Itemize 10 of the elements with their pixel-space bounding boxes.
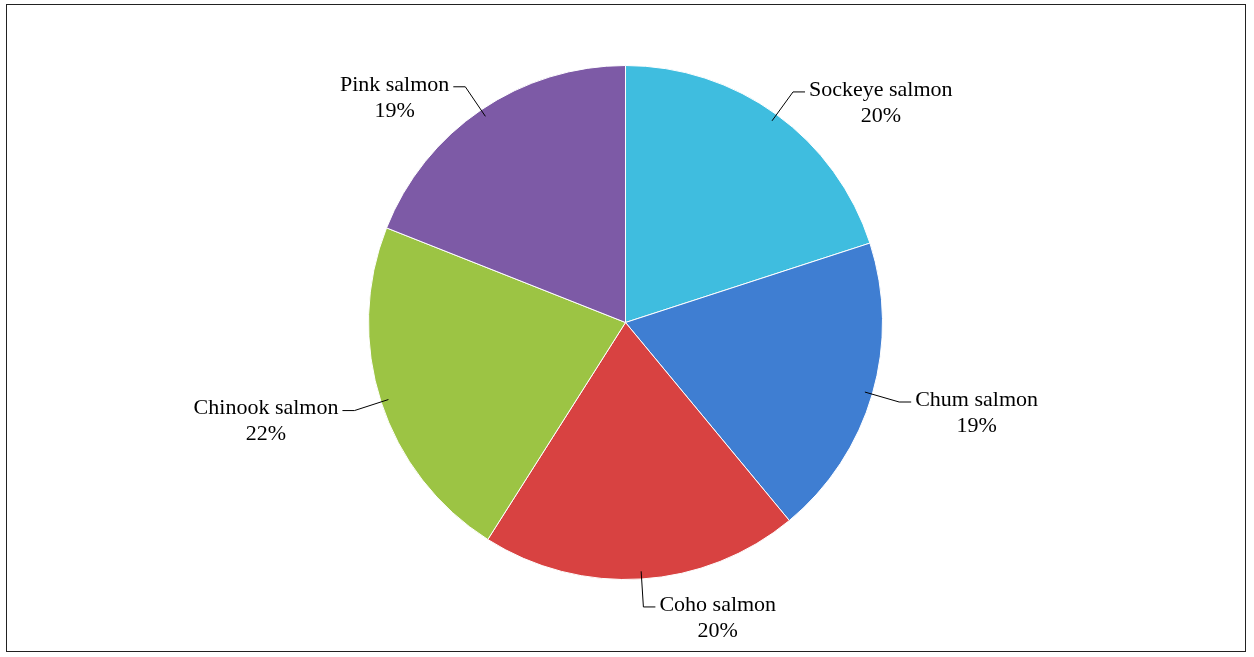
data-label: 20% — [860, 101, 901, 127]
data-label: 22% — [245, 420, 287, 446]
slice-label: Chum salmon — [915, 385, 1039, 411]
data-label: 19% — [956, 411, 997, 437]
slice-label: Sockeye salmon — [809, 75, 953, 101]
slice-label: Chinook salmon — [193, 394, 339, 420]
slice-label: Pink salmon — [339, 70, 450, 96]
data-label: 19% — [374, 96, 415, 122]
data-label: 20% — [697, 616, 738, 642]
slice-label: Coho salmon — [659, 590, 777, 616]
